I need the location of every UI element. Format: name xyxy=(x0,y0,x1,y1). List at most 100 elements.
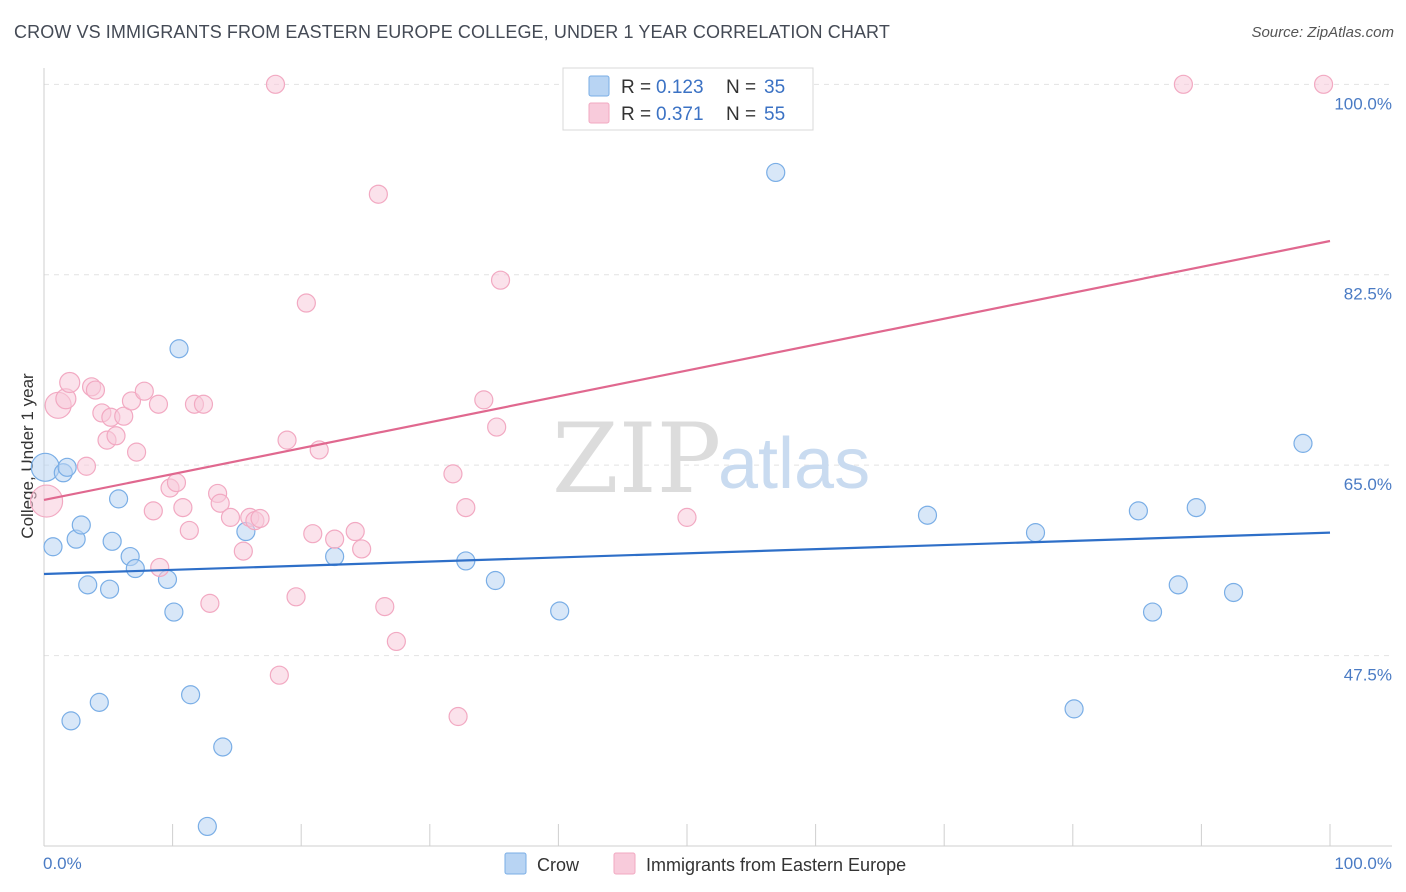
x-tick-labels: 0.0% 100.0% xyxy=(43,854,1392,873)
data-point-immigrants-13 xyxy=(126,442,147,462)
data-point-immigrants-24 xyxy=(200,593,220,613)
data-point-immigrants-20 xyxy=(173,497,193,518)
data-point-immigrants-14 xyxy=(134,381,154,401)
data-point-immigrants-19 xyxy=(166,472,187,493)
data-point-crow-32 xyxy=(1186,497,1206,518)
data-point-immigrants-45 xyxy=(443,464,463,484)
legend-swatch-immigrants xyxy=(588,102,610,124)
data-point-immigrants-31 xyxy=(250,508,270,529)
data-point-crow-28 xyxy=(1064,699,1084,719)
data-point-immigrants-11 xyxy=(114,406,134,426)
data-point-immigrants-12 xyxy=(121,391,142,411)
data-point-crow-30 xyxy=(1142,602,1163,622)
data-point-crow-27 xyxy=(1025,523,1046,543)
data-point-immigrants-21 xyxy=(179,520,199,541)
source-credit: Source: ZipAtlas.com xyxy=(1251,24,1394,41)
data-point-crow-26 xyxy=(917,505,938,525)
data-point-immigrants-23 xyxy=(193,394,214,414)
data-point-crow-9 xyxy=(99,579,120,599)
data-point-immigrants-32 xyxy=(265,74,286,94)
legend-n-value-crow: 35 xyxy=(764,77,785,98)
legend-r-label-crow: R = xyxy=(621,77,651,98)
data-point-immigrants-17 xyxy=(150,557,170,578)
chart-title: CROW VS IMMIGRANTS FROM EASTERN EUROPE C… xyxy=(14,22,890,42)
data-point-immigrants-33 xyxy=(269,665,289,685)
data-point-immigrants-52 xyxy=(1173,74,1193,94)
data-point-crow-6 xyxy=(78,575,98,595)
data-point-immigrants-6 xyxy=(85,380,106,400)
data-point-immigrants-44 xyxy=(386,631,406,652)
watermark: ZIP atlas xyxy=(552,403,870,515)
bottom-legend-label-crow: Crow xyxy=(537,855,580,875)
data-point-immigrants-35 xyxy=(286,587,306,607)
data-point-crow-1 xyxy=(43,537,63,557)
legend-n-label-immigrants: N = xyxy=(726,104,756,125)
data-point-immigrants-28 xyxy=(233,541,253,561)
watermark-atlas: atlas xyxy=(718,424,870,504)
data-point-immigrants-51 xyxy=(677,507,697,527)
legend-r-value-crow: 0.123 xyxy=(656,77,704,98)
y-tick-labels: 100.0% 82.5% 65.0% 47.5% xyxy=(1334,94,1392,684)
data-point-crow-17 xyxy=(181,685,201,705)
y-tick-label-1: 82.5% xyxy=(1344,285,1392,304)
y-tick-label-0: 100.0% xyxy=(1334,94,1392,113)
data-point-crow-16 xyxy=(169,339,189,359)
legend-r-label-immigrants: R = xyxy=(621,104,651,125)
data-point-crow-18 xyxy=(197,816,217,837)
data-point-crow-23 xyxy=(485,570,505,591)
bottom-legend-swatch-immigrants xyxy=(613,852,636,875)
trend-lines xyxy=(43,239,1331,576)
data-point-crow-10 xyxy=(102,531,122,551)
data-point-immigrants-27 xyxy=(220,507,241,527)
data-point-crow-19 xyxy=(213,737,233,757)
data-point-crow-5 xyxy=(71,515,91,535)
trend-line-crow xyxy=(43,531,1331,576)
data-point-immigrants-46 xyxy=(448,706,468,727)
data-point-crow-15 xyxy=(164,602,184,622)
data-point-immigrants-41 xyxy=(352,539,372,559)
data-points xyxy=(29,74,1334,837)
data-point-crow-8 xyxy=(89,692,109,712)
legend-n-label-crow: N = xyxy=(726,77,756,98)
data-point-crow-3 xyxy=(57,457,77,477)
data-point-crow-21 xyxy=(325,546,345,567)
data-point-immigrants-40 xyxy=(345,521,365,542)
bottom-legend-label-immigrants: Immigrants from Eastern Europe xyxy=(646,855,906,875)
data-point-immigrants-47 xyxy=(456,497,476,518)
data-point-immigrants-50 xyxy=(490,270,511,290)
data-point-crow-34 xyxy=(1293,433,1313,453)
data-point-immigrants-36 xyxy=(296,293,316,313)
data-point-immigrants-49 xyxy=(487,417,507,437)
data-point-immigrants-39 xyxy=(325,529,345,549)
data-point-immigrants-16 xyxy=(148,394,169,414)
legend-r-value-immigrants: 0.371 xyxy=(656,104,704,125)
data-point-immigrants-4 xyxy=(76,456,97,476)
y-axis-label: College, Under 1 year xyxy=(18,373,37,539)
data-point-immigrants-15 xyxy=(143,501,163,521)
data-point-immigrants-43 xyxy=(375,597,395,617)
data-point-immigrants-42 xyxy=(368,184,388,204)
x-tick-label-left: 0.0% xyxy=(43,854,82,873)
data-point-crow-7 xyxy=(61,711,81,731)
data-point-immigrants-0 xyxy=(29,484,64,518)
watermark-zip: ZIP xyxy=(552,403,721,515)
data-point-crow-24 xyxy=(550,601,570,621)
data-point-crow-31 xyxy=(1168,575,1188,595)
data-point-immigrants-34 xyxy=(277,430,297,450)
data-point-crow-13 xyxy=(125,558,145,579)
y-tick-label-3: 47.5% xyxy=(1344,666,1392,685)
trend-line-immigrants xyxy=(43,239,1331,502)
x-tick-label-right: 100.0% xyxy=(1334,854,1392,873)
legend-swatch-crow xyxy=(588,75,610,97)
grid-lines xyxy=(44,83,1392,657)
data-point-crow-25 xyxy=(766,162,786,183)
data-point-immigrants-37 xyxy=(303,524,323,544)
bottom-legend-swatch-crow xyxy=(504,852,527,875)
legend-n-value-immigrants: 55 xyxy=(764,104,785,125)
data-point-immigrants-53 xyxy=(1313,74,1334,94)
data-point-immigrants-48 xyxy=(474,390,494,410)
data-point-immigrants-26 xyxy=(210,493,230,513)
data-point-immigrants-10 xyxy=(106,426,126,446)
data-point-immigrants-3 xyxy=(59,371,81,394)
